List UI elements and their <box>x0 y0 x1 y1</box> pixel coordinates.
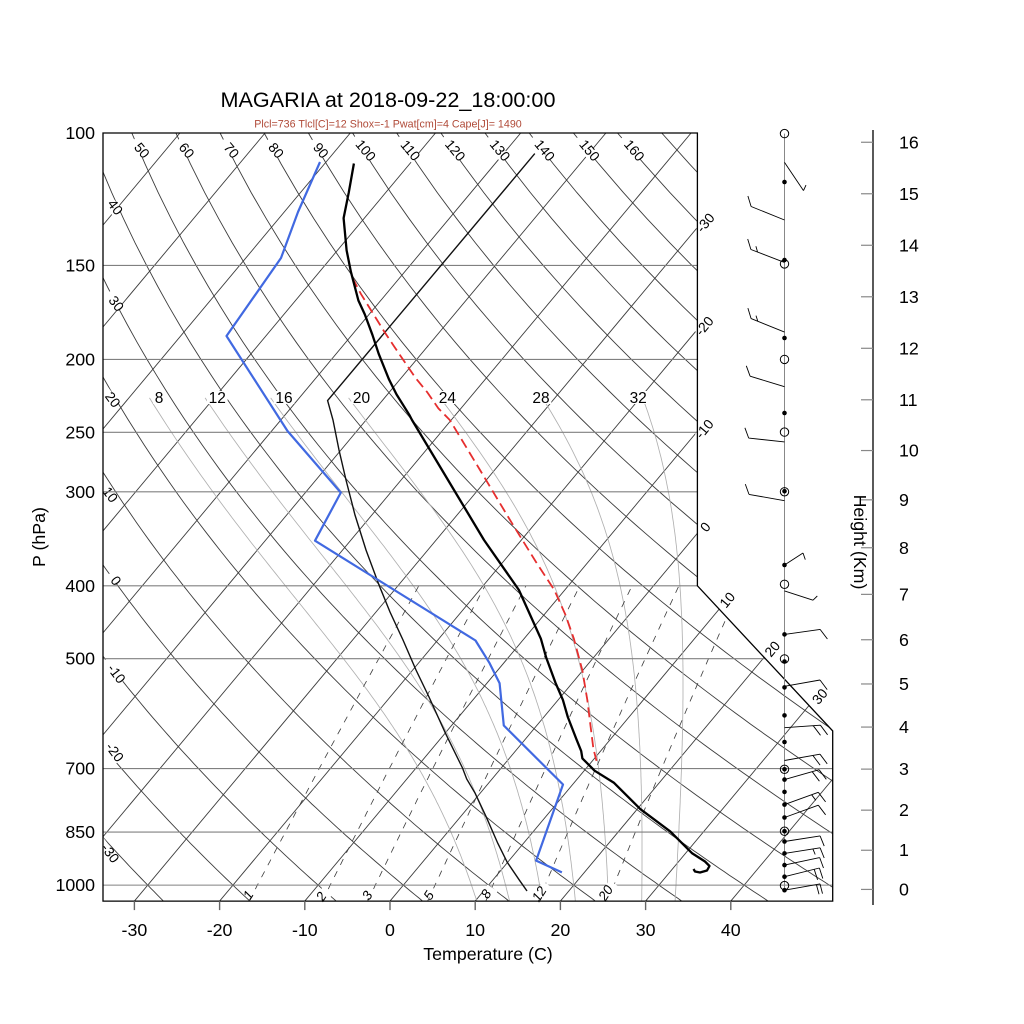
svg-text:850: 850 <box>65 822 95 842</box>
svg-text:Height (Km): Height (Km) <box>850 495 870 590</box>
svg-text:20: 20 <box>353 390 371 407</box>
svg-text:7: 7 <box>899 584 909 604</box>
svg-text:15: 15 <box>899 184 919 204</box>
svg-text:16: 16 <box>275 390 292 407</box>
svg-text:-20: -20 <box>207 920 233 940</box>
svg-text:P (hPa): P (hPa) <box>29 507 49 567</box>
svg-text:11: 11 <box>899 390 918 410</box>
svg-text:28: 28 <box>532 390 549 407</box>
svg-text:0: 0 <box>899 879 909 899</box>
svg-text:150: 150 <box>65 255 95 275</box>
svg-text:30: 30 <box>636 920 656 940</box>
svg-text:0: 0 <box>385 920 395 940</box>
svg-text:3: 3 <box>899 759 909 779</box>
svg-text:-30: -30 <box>122 920 148 940</box>
svg-text:100: 100 <box>65 123 95 143</box>
svg-text:32: 32 <box>630 390 647 407</box>
svg-text:500: 500 <box>65 649 95 669</box>
svg-text:MAGARIA at 2018-09-22_18:00:00: MAGARIA at 2018-09-22_18:00:00 <box>221 87 556 112</box>
svg-text:8: 8 <box>155 390 164 407</box>
svg-text:40: 40 <box>721 920 741 940</box>
svg-text:6: 6 <box>899 630 909 650</box>
svg-text:1: 1 <box>899 840 909 860</box>
svg-text:13: 13 <box>899 287 919 307</box>
svg-text:200: 200 <box>65 349 95 369</box>
svg-text:5: 5 <box>899 674 909 694</box>
svg-text:-10: -10 <box>292 920 318 940</box>
svg-text:20: 20 <box>551 920 571 940</box>
svg-text:14: 14 <box>899 235 919 255</box>
svg-text:9: 9 <box>899 490 909 510</box>
svg-text:250: 250 <box>65 422 95 442</box>
svg-text:300: 300 <box>65 482 95 502</box>
svg-text:24: 24 <box>439 390 457 407</box>
svg-text:400: 400 <box>65 576 95 596</box>
svg-text:Temperature (C): Temperature (C) <box>423 944 552 964</box>
svg-text:10: 10 <box>465 920 485 940</box>
svg-text:12: 12 <box>899 338 919 358</box>
svg-text:16: 16 <box>899 132 919 152</box>
svg-text:700: 700 <box>65 759 95 779</box>
svg-text:10: 10 <box>899 441 919 461</box>
svg-text:12: 12 <box>209 390 226 407</box>
svg-text:Plcl=736 Tlcl[C]=12 Shox=-1 Pw: Plcl=736 Tlcl[C]=12 Shox=-1 Pwat[cm]=4 C… <box>254 119 521 131</box>
svg-text:8: 8 <box>899 538 909 558</box>
svg-text:4: 4 <box>899 717 909 737</box>
svg-text:2: 2 <box>899 800 909 820</box>
svg-text:1000: 1000 <box>55 875 95 895</box>
